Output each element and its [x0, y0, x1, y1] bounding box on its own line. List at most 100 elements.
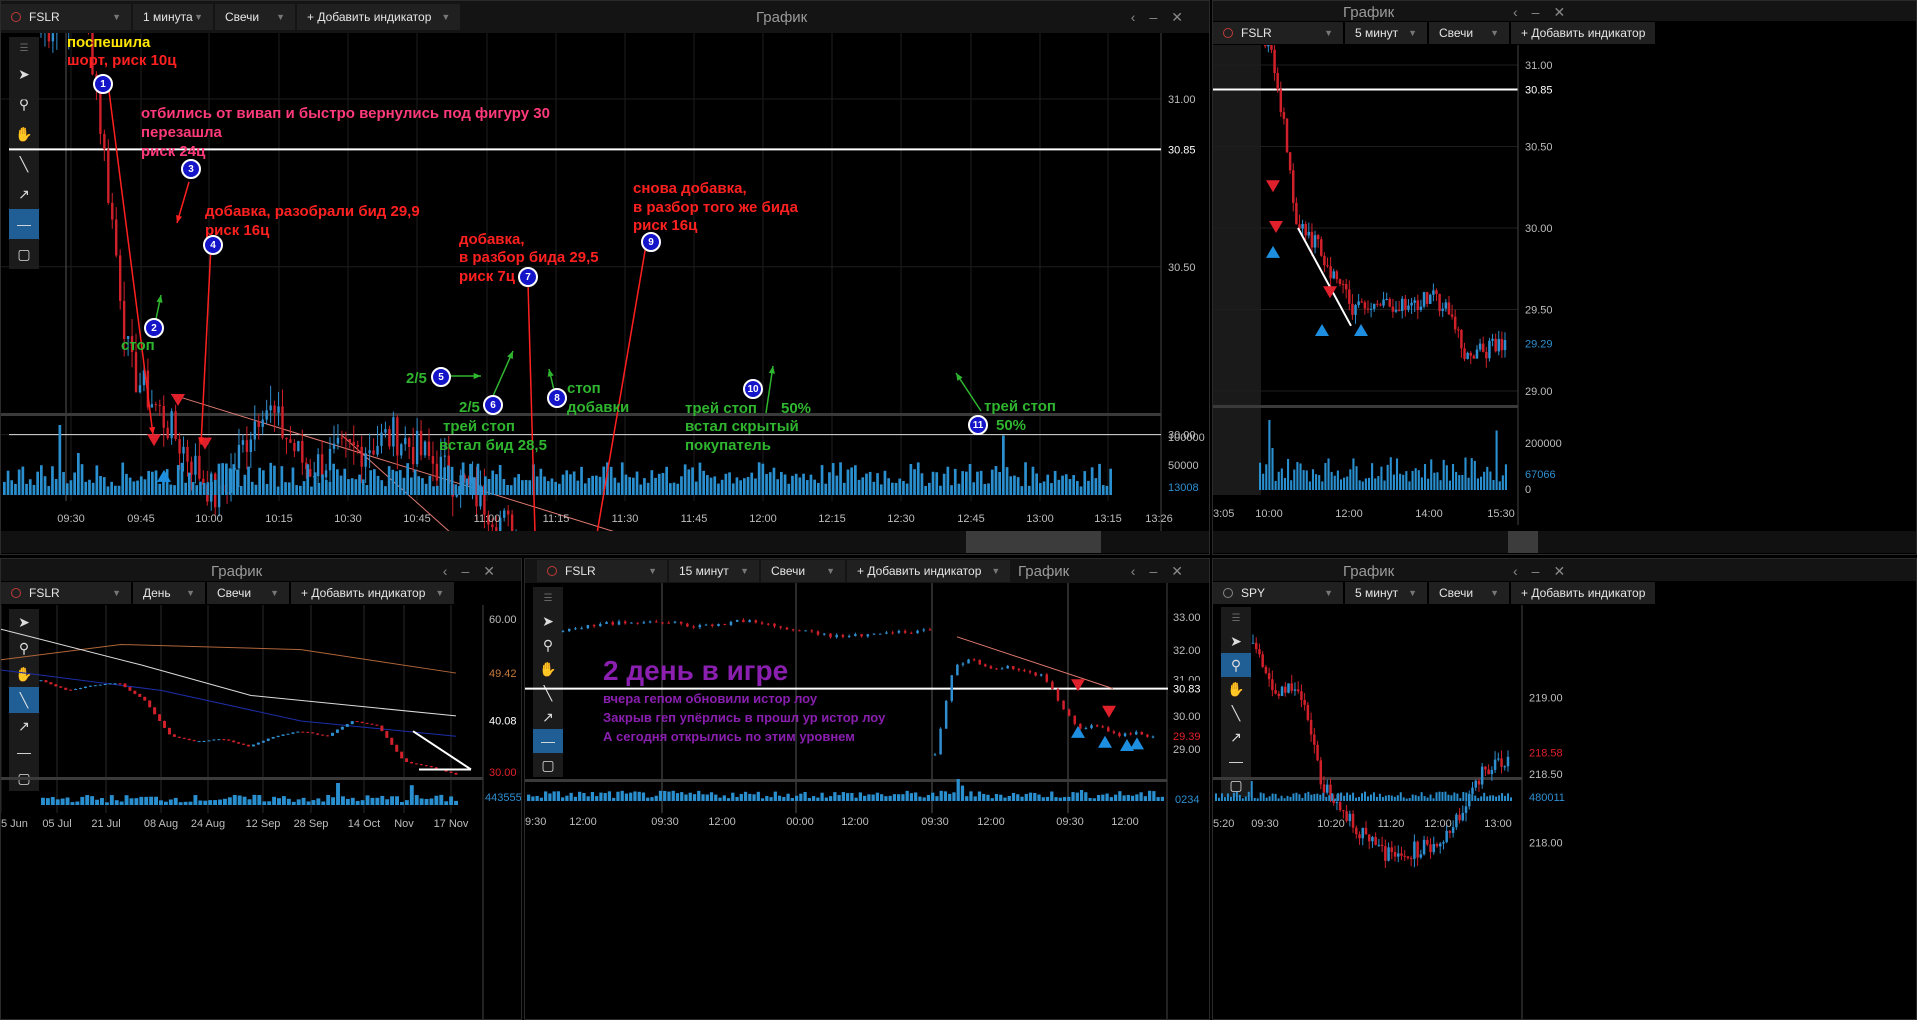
price-chart[interactable]: 31.00 30.85 30.50 30.00 29.50 29.29 29.00 20000…: [1213, 45, 1917, 535]
line-icon[interactable]: ╲: [9, 687, 39, 713]
close-button[interactable]: ✕: [483, 563, 509, 579]
hand-icon[interactable]: ✋: [15, 125, 33, 142]
price-candle: [459, 475, 462, 495]
arrow-icon[interactable]: ↗: [542, 708, 554, 725]
symbol-select[interactable]: SPY ▼: [1213, 582, 1343, 604]
price-chart[interactable]: 219.00 218.58 218.50 218.00 480011 5:20 09:30 1…: [1213, 605, 1917, 1020]
add-indicator-button[interactable]: + Добавить индикатор ▼: [847, 560, 1011, 582]
volume-bar: [1020, 486, 1024, 495]
status-dot-icon: [11, 588, 21, 598]
volume-bar: [752, 794, 756, 801]
volume-bar: [587, 478, 591, 495]
price-chart[interactable]: 60.00 49.42 40.08 30.00 4435558 5 Jun 05 Jul 21…: [1, 605, 522, 1020]
minimize-button[interactable]: –: [1149, 9, 1172, 25]
hand-icon[interactable]: ✋: [15, 665, 33, 682]
price-candle: [1274, 690, 1277, 694]
price-candle: [269, 405, 272, 411]
line-icon[interactable]: ╲: [543, 684, 553, 701]
rect-icon[interactable]: ▢: [1229, 776, 1243, 793]
rect-icon[interactable]: ▢: [17, 245, 31, 262]
time-scrollbar[interactable]: [1213, 531, 1916, 553]
hline-icon[interactable]: —: [533, 729, 563, 753]
volume-bar: [1308, 481, 1311, 490]
close-button[interactable]: ✕: [1171, 9, 1197, 25]
interval-select[interactable]: 5 минут ▼: [1345, 582, 1427, 604]
minimize-button[interactable]: –: [1531, 4, 1554, 20]
collapse-button[interactable]: ‹: [1130, 563, 1150, 579]
symbol-select[interactable]: FSLR ▼: [1, 4, 131, 30]
hand-icon[interactable]: ✋: [1227, 680, 1245, 697]
chart-type-select[interactable]: Свечи ▼: [215, 4, 295, 30]
hand-icon[interactable]: ✋: [539, 660, 557, 677]
interval-select[interactable]: 1 минута ▼: [133, 4, 213, 30]
line-icon[interactable]: ╲: [1231, 704, 1241, 721]
symbol-select[interactable]: FSLR ▼: [1, 582, 131, 604]
collapse-button[interactable]: ‹: [442, 563, 462, 579]
volume-bar: [228, 468, 232, 495]
add-indicator-button[interactable]: + Добавить индикатор: [1511, 22, 1656, 44]
chart-type-select[interactable]: Свечи ▼: [1429, 22, 1509, 44]
pointer-icon[interactable]: ➤: [542, 612, 554, 629]
close-button[interactable]: ✕: [1553, 563, 1580, 579]
add-indicator-button[interactable]: + Добавить индикатор ▼: [291, 582, 455, 604]
symbol-select[interactable]: FSLR ▼: [1213, 22, 1343, 44]
volume-tick: 100000: [1168, 432, 1205, 444]
close-button[interactable]: ✕: [1553, 4, 1580, 20]
volume-bar: [990, 469, 994, 495]
line-icon[interactable]: ╲: [19, 155, 29, 172]
interval-select[interactable]: 15 минут ▼: [669, 560, 759, 582]
hline-icon[interactable]: —: [1229, 753, 1243, 769]
interval-select[interactable]: День ▼: [133, 582, 205, 604]
window-title: График: [1018, 563, 1070, 580]
price-candle: [396, 417, 399, 456]
chart-type-select[interactable]: Свечи ▼: [761, 560, 845, 582]
price-chart[interactable]: 33.0032.0031.0030.8330.0029.3929.0002349…: [525, 583, 1210, 1020]
grip-icon[interactable]: ☰: [19, 42, 29, 54]
collapse-button[interactable]: ‹: [1513, 563, 1532, 579]
price-candle: [1073, 715, 1076, 724]
price-candle: [1357, 301, 1360, 306]
price-candle: [1426, 839, 1429, 845]
scroll-thumb[interactable]: [1508, 531, 1538, 553]
pointer-icon[interactable]: ➤: [1230, 632, 1242, 649]
pointer-icon[interactable]: ➤: [18, 613, 30, 630]
minimize-button[interactable]: –: [1531, 563, 1554, 579]
time-scrollbar[interactable]: [1, 531, 1209, 553]
zoom-icon[interactable]: ⚲: [18, 95, 30, 112]
zoom-icon[interactable]: ⚲: [18, 639, 30, 656]
price-candle: [340, 437, 344, 439]
rect-icon[interactable]: ▢: [541, 756, 555, 773]
hline-icon[interactable]: —: [17, 744, 31, 760]
arrow-icon[interactable]: ↗: [1230, 728, 1242, 745]
volume-bar: [358, 474, 361, 495]
grip-icon[interactable]: ☰: [1231, 612, 1241, 624]
volume-bar: [1301, 797, 1304, 801]
symbol-select[interactable]: FSLR ▼: [537, 560, 667, 582]
chart-type-select[interactable]: Свечи ▼: [1429, 582, 1509, 604]
price-chart[interactable]: 31.0030.8530.5030.0029.5029.391000005000…: [1, 33, 1210, 533]
minimize-button[interactable]: –: [1149, 563, 1172, 579]
zoom-icon[interactable]: ⚲: [1221, 653, 1251, 677]
volume-bar: [750, 472, 754, 495]
volume-bar: [1337, 793, 1340, 801]
minimize-button[interactable]: –: [461, 563, 484, 579]
time-tick: 17 Nov: [434, 818, 469, 830]
arrow-icon[interactable]: ↗: [18, 185, 30, 202]
interval-select[interactable]: 5 минут ▼: [1345, 22, 1427, 44]
arrow-icon[interactable]: ↗: [18, 717, 30, 734]
price-candle: [866, 634, 870, 637]
price-candle: [1095, 725, 1099, 727]
annotation-adds: добавки: [567, 399, 630, 416]
chart-type-select[interactable]: Свечи ▼: [207, 582, 289, 604]
collapse-button[interactable]: ‹: [1130, 9, 1150, 25]
zoom-icon[interactable]: ⚲: [542, 636, 554, 653]
grip-icon[interactable]: ☰: [543, 592, 553, 604]
hline-icon[interactable]: —: [9, 209, 39, 239]
price-candle: [405, 758, 409, 763]
add-indicator-button[interactable]: + Добавить индикатор: [1511, 582, 1656, 604]
collapse-button[interactable]: ‹: [1513, 4, 1532, 20]
close-button[interactable]: ✕: [1171, 563, 1197, 579]
pointer-icon[interactable]: ➤: [18, 65, 30, 82]
add-indicator-button[interactable]: + Добавить индикатор ▼: [297, 4, 461, 30]
scroll-thumb[interactable]: [966, 531, 1101, 553]
